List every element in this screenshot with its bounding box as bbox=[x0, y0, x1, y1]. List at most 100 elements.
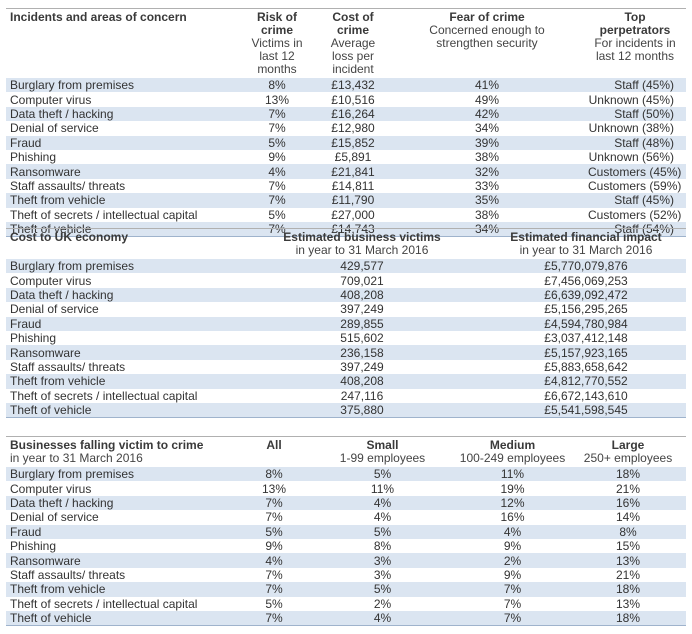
cell: 3% bbox=[373, 567, 392, 582]
cell: 9% bbox=[268, 150, 286, 165]
cell: 11% bbox=[455, 467, 570, 482]
cell: 7% bbox=[268, 178, 286, 193]
row-label: Theft of vehicle bbox=[6, 402, 238, 418]
column-header: Cost of crime Average loss per incident bbox=[316, 8, 390, 78]
cell: £5,156,295,265 bbox=[544, 302, 628, 317]
header-title: Businesses falling victim to crime bbox=[10, 438, 204, 452]
cell: £5,541,598,545 bbox=[486, 402, 686, 418]
row-label: Ransomware bbox=[6, 345, 238, 360]
table-row: Ransomware 4% £21,841 32% Customers (45%) bbox=[6, 164, 686, 179]
header-subtitle: in year to 31 March 2016 bbox=[295, 243, 429, 257]
header-subtitle: Average loss per incident bbox=[330, 36, 376, 76]
header-row: Businesses falling victim to crime in yea… bbox=[6, 436, 686, 467]
table-row: Theft of vehicle 7% 4% 7% 18% bbox=[6, 610, 686, 626]
cell: £5,891 bbox=[334, 150, 372, 165]
cell: 18% bbox=[570, 610, 686, 626]
column-header: Top perpetrators For incidents in last 12… bbox=[584, 8, 686, 78]
header-subtitle: in year to 31 March 2016 bbox=[519, 243, 653, 257]
header-subtitle: Victims in last 12 months bbox=[251, 36, 303, 76]
row-label: Phishing bbox=[10, 331, 57, 346]
cell: 8% bbox=[570, 524, 686, 539]
cell: £4,812,770,552 bbox=[486, 374, 686, 389]
cell: Staff (45%) bbox=[584, 78, 686, 93]
column-header: Medium 100-249 employees bbox=[455, 436, 570, 467]
cell: 709,021 bbox=[340, 273, 384, 288]
row-label: Computer virus bbox=[10, 92, 92, 107]
row-label: Staff assaults/ threats bbox=[10, 359, 126, 374]
row-label: Phishing bbox=[10, 150, 57, 165]
row-label: Ransomware bbox=[6, 553, 238, 568]
table-row: Staff assaults/ threats 7% 3% 9% 21% bbox=[6, 568, 686, 582]
row-label: Fraud bbox=[6, 135, 238, 150]
table-row: Data theft / hacking 7% £16,264 42% Staff (5… bbox=[6, 106, 686, 122]
cell: 7% bbox=[238, 495, 310, 511]
cell: 13% bbox=[264, 92, 290, 107]
cell: £4,594,780,984 bbox=[486, 316, 686, 331]
cell: 397,249 bbox=[340, 302, 384, 317]
row-label: Computer virus bbox=[10, 481, 92, 496]
cell: 8% bbox=[238, 78, 316, 93]
cell: 8% bbox=[238, 467, 310, 482]
cell: 4% bbox=[238, 553, 310, 568]
row-label: Theft from vehicle bbox=[6, 374, 238, 389]
cell: £10,516 bbox=[331, 92, 375, 107]
cell: 9% bbox=[503, 567, 522, 582]
table-row: Burglary from premises 429,577 £5,770,079,… bbox=[6, 259, 686, 274]
cell: 247,116 bbox=[340, 388, 384, 403]
column-header: Small 1-99 employees bbox=[310, 436, 455, 467]
cell: 5% bbox=[268, 207, 286, 222]
row-label: Staff assaults/ threats bbox=[10, 567, 126, 582]
cell: 11% bbox=[370, 481, 395, 496]
header-title: All bbox=[266, 438, 282, 452]
cell: £6,672,143,610 bbox=[544, 388, 628, 403]
header-subtitle: in year to 31 March 2016 bbox=[10, 451, 143, 465]
header-title: Top perpetrators bbox=[599, 10, 671, 37]
header-row: Cost to UK economy Estimated business vic… bbox=[6, 228, 686, 259]
header-subtitle: For incidents in last 12 months bbox=[594, 36, 676, 63]
table-header: Incidents and areas of concern Risk of cr… bbox=[6, 8, 686, 78]
table-row: Computer virus 13% £10,516 49% Unknown (45%) bbox=[6, 92, 686, 107]
cell: 375,880 bbox=[238, 402, 486, 418]
cell: Staff (50%) bbox=[584, 106, 686, 122]
column-header: Estimated business victims in year to 31 … bbox=[238, 228, 486, 259]
data-table: Cost to UK economy Estimated business vic… bbox=[6, 228, 686, 419]
cell: £5,883,658,642 bbox=[544, 359, 628, 374]
cell: 15% bbox=[615, 539, 641, 554]
row-label: Denial of service bbox=[10, 121, 99, 136]
table-row: Fraud 5% £15,852 39% Staff (48%) bbox=[6, 135, 686, 150]
column-header: Estimated financial impact in year to 31 … bbox=[486, 228, 686, 259]
table-body: Burglary from premises 8% 5% 11% 18% Computer… bbox=[6, 467, 686, 626]
cell: 429,577 bbox=[238, 259, 486, 274]
table-body: Burglary from premises 8% £13,432 41% Staff … bbox=[6, 78, 686, 237]
cell: 5% bbox=[265, 596, 283, 611]
header-title: Estimated business victims bbox=[283, 230, 441, 244]
cell: 7% bbox=[238, 106, 316, 122]
table-header: Cost to UK economy Estimated business vic… bbox=[6, 228, 686, 259]
table-row: Phishing 9% 8% 9% 15% bbox=[6, 539, 686, 553]
cell: £15,852 bbox=[316, 135, 390, 150]
table-row: Phishing 515,602 £3,037,412,148 bbox=[6, 331, 686, 345]
cell: 4% bbox=[455, 524, 570, 539]
header-title: Large bbox=[611, 438, 645, 452]
table-row: Computer virus 13% 11% 19% 21% bbox=[6, 481, 686, 496]
header-row: Incidents and areas of concern Risk of cr… bbox=[6, 8, 686, 78]
data-table: Incidents and areas of concern Risk of cr… bbox=[6, 8, 686, 238]
cell: 7% bbox=[238, 610, 310, 626]
cell: 408,208 bbox=[238, 374, 486, 389]
table-row: Fraud 5% 5% 4% 8% bbox=[6, 524, 686, 539]
table-body: Burglary from premises 429,577 £5,770,079,… bbox=[6, 259, 686, 418]
header-subtitle: 250+ employees bbox=[583, 451, 673, 465]
row-label: Data theft / hacking bbox=[6, 106, 238, 122]
table-row: Theft of secrets / intellectual capital 2… bbox=[6, 389, 686, 403]
cell: 13% bbox=[261, 481, 287, 496]
cell: £21,841 bbox=[316, 164, 390, 179]
cell: 236,158 bbox=[238, 345, 486, 360]
cell: Customers (45%) bbox=[584, 164, 686, 179]
cell: 49% bbox=[474, 92, 500, 107]
header-title: Estimated financial impact bbox=[510, 230, 662, 244]
table-row: Denial of service 7% £12,980 34% Unknown (38… bbox=[6, 121, 686, 135]
cell: 9% bbox=[265, 539, 283, 554]
row-label: Burglary from premises bbox=[6, 78, 238, 93]
cell: Staff (45%) bbox=[584, 193, 686, 208]
